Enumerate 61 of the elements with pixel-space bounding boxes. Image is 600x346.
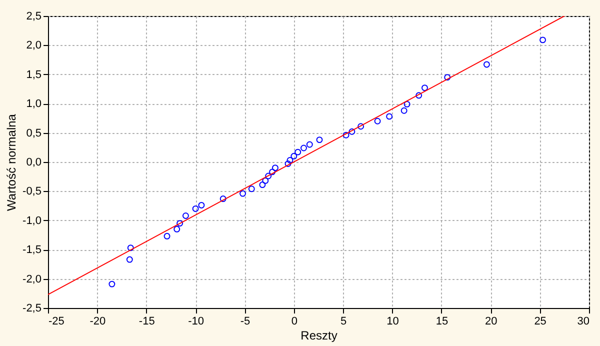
point [108,280,116,288]
point [290,152,298,160]
point [248,186,255,192]
x-tick-label: 5 [340,316,347,328]
point [358,123,364,130]
point [182,212,189,219]
point [174,226,180,232]
point [127,244,134,252]
point [348,128,356,135]
point [265,172,272,180]
x-tick-label: -25 [48,316,64,328]
y-tick-label: -0,5 [22,186,42,198]
y-tick-label: 1,5 [26,68,42,81]
x-tick-label: 30 [577,316,590,328]
point [286,157,294,164]
x-tick-label: 25 [534,316,546,328]
y-tick-label: -2,5 [22,302,42,314]
x-tick-label: -10 [188,316,204,328]
point [483,61,490,68]
y-tick-label: -1,0 [22,214,42,227]
point [404,100,410,108]
point [164,232,170,240]
point [220,196,226,202]
y-tick-label: -1,5 [22,244,42,256]
point [192,205,199,212]
point [300,144,307,152]
point [259,182,266,188]
point [269,168,276,176]
y-axis-title: Wartość normalna [4,114,19,211]
x-tick-label: -15 [138,316,155,328]
x-tick-label: 0 [291,316,298,328]
point [240,190,246,197]
point [262,177,269,184]
x-tick-label: 15 [436,316,448,328]
point [306,141,313,148]
point [416,92,422,99]
point [342,132,350,138]
x-tick-label: 20 [485,316,498,328]
point [374,118,381,124]
point [294,148,302,156]
point [444,74,451,81]
point [198,202,205,208]
x-tick-label: 10 [386,316,399,328]
y-tick-label: 0,5 [26,127,42,140]
point [316,136,323,144]
y-tick-label: 1,0 [26,98,42,110]
x-axis-title: Reszty [300,328,338,342]
point [386,113,393,120]
x-tick-label: -5 [240,316,250,328]
point [421,84,428,92]
y-tick-label: 2,5 [26,10,42,22]
y-tick-label: 0,0 [26,156,42,168]
y-tick-label: -2,0 [22,273,42,286]
point [272,164,278,172]
point [126,256,133,263]
point [176,220,184,227]
x-tick-label: -20 [90,316,106,328]
point [540,36,546,44]
point [284,160,292,167]
y-tick-label: 2,0 [26,40,42,52]
point [400,107,408,114]
